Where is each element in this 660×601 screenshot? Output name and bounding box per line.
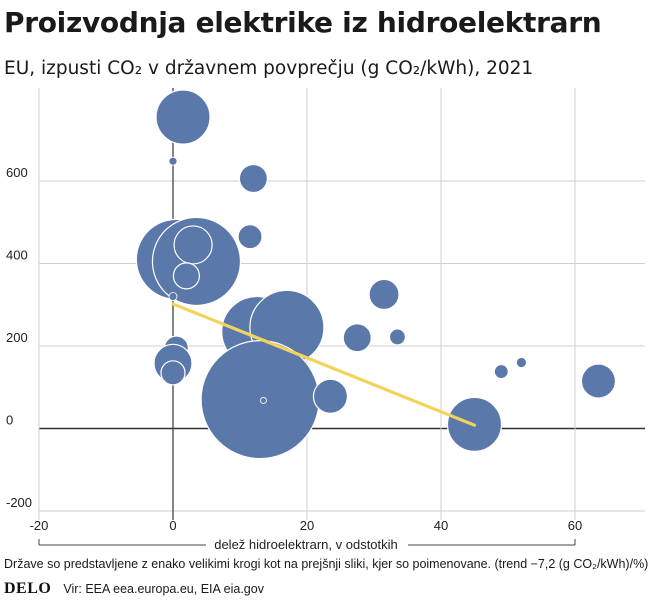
source-bar: DELO Vir: EEA eea.europa.eu, EIA eia.gov	[0, 578, 660, 600]
bubble-point	[260, 397, 267, 404]
bubbles	[135, 89, 617, 460]
y-tick-label: 400	[6, 248, 28, 263]
bubble-point	[238, 163, 268, 194]
bubble-point	[312, 378, 349, 414]
y-tick-label: 600	[6, 165, 28, 180]
x-tick-label: 60	[568, 518, 582, 533]
bubble-point	[388, 328, 407, 346]
bubble-point	[155, 89, 211, 145]
bubble-point	[580, 363, 617, 399]
delo-logo: DELO	[4, 580, 52, 597]
bubble-point	[173, 225, 213, 265]
x-axis-label-group: delež hidroelektrarn, v odstotkih	[214, 537, 398, 552]
bubble-point	[368, 278, 400, 311]
x-axis-label: delež hidroelektrarn, v odstotkih	[214, 537, 398, 552]
source-text: Vir: EEA eea.europa.eu, EIA eia.gov	[63, 582, 264, 596]
bubble-point	[168, 156, 178, 166]
bubble-point	[160, 360, 186, 386]
bubble-point	[516, 357, 527, 368]
x-tick-label: -20	[30, 518, 49, 533]
bubble-point	[237, 224, 263, 250]
y-tick-label: -200	[6, 495, 32, 510]
x-tick-label: 40	[434, 518, 448, 533]
bubble-point	[200, 340, 320, 460]
chart-title: Proizvodnja elektrike iz hidroelektrarn	[4, 6, 602, 39]
x-tick-label: 20	[300, 518, 314, 533]
y-tick-label: 200	[6, 330, 28, 345]
y-tick-label: 0	[6, 413, 13, 428]
chart-note: Države so predstavljene z enako velikimi…	[4, 557, 649, 571]
trend-layer	[171, 302, 477, 427]
chart-subtitle: EU, izpusti CO₂ v državnem povprečju (g …	[4, 58, 534, 79]
bubble-point	[172, 262, 200, 290]
gridlines	[38, 88, 645, 546]
bubble-point	[168, 292, 178, 301]
bubble-point	[493, 363, 509, 380]
trend-line	[171, 302, 477, 427]
bubble-point	[342, 323, 372, 353]
x-tick-label: 0	[169, 518, 176, 533]
